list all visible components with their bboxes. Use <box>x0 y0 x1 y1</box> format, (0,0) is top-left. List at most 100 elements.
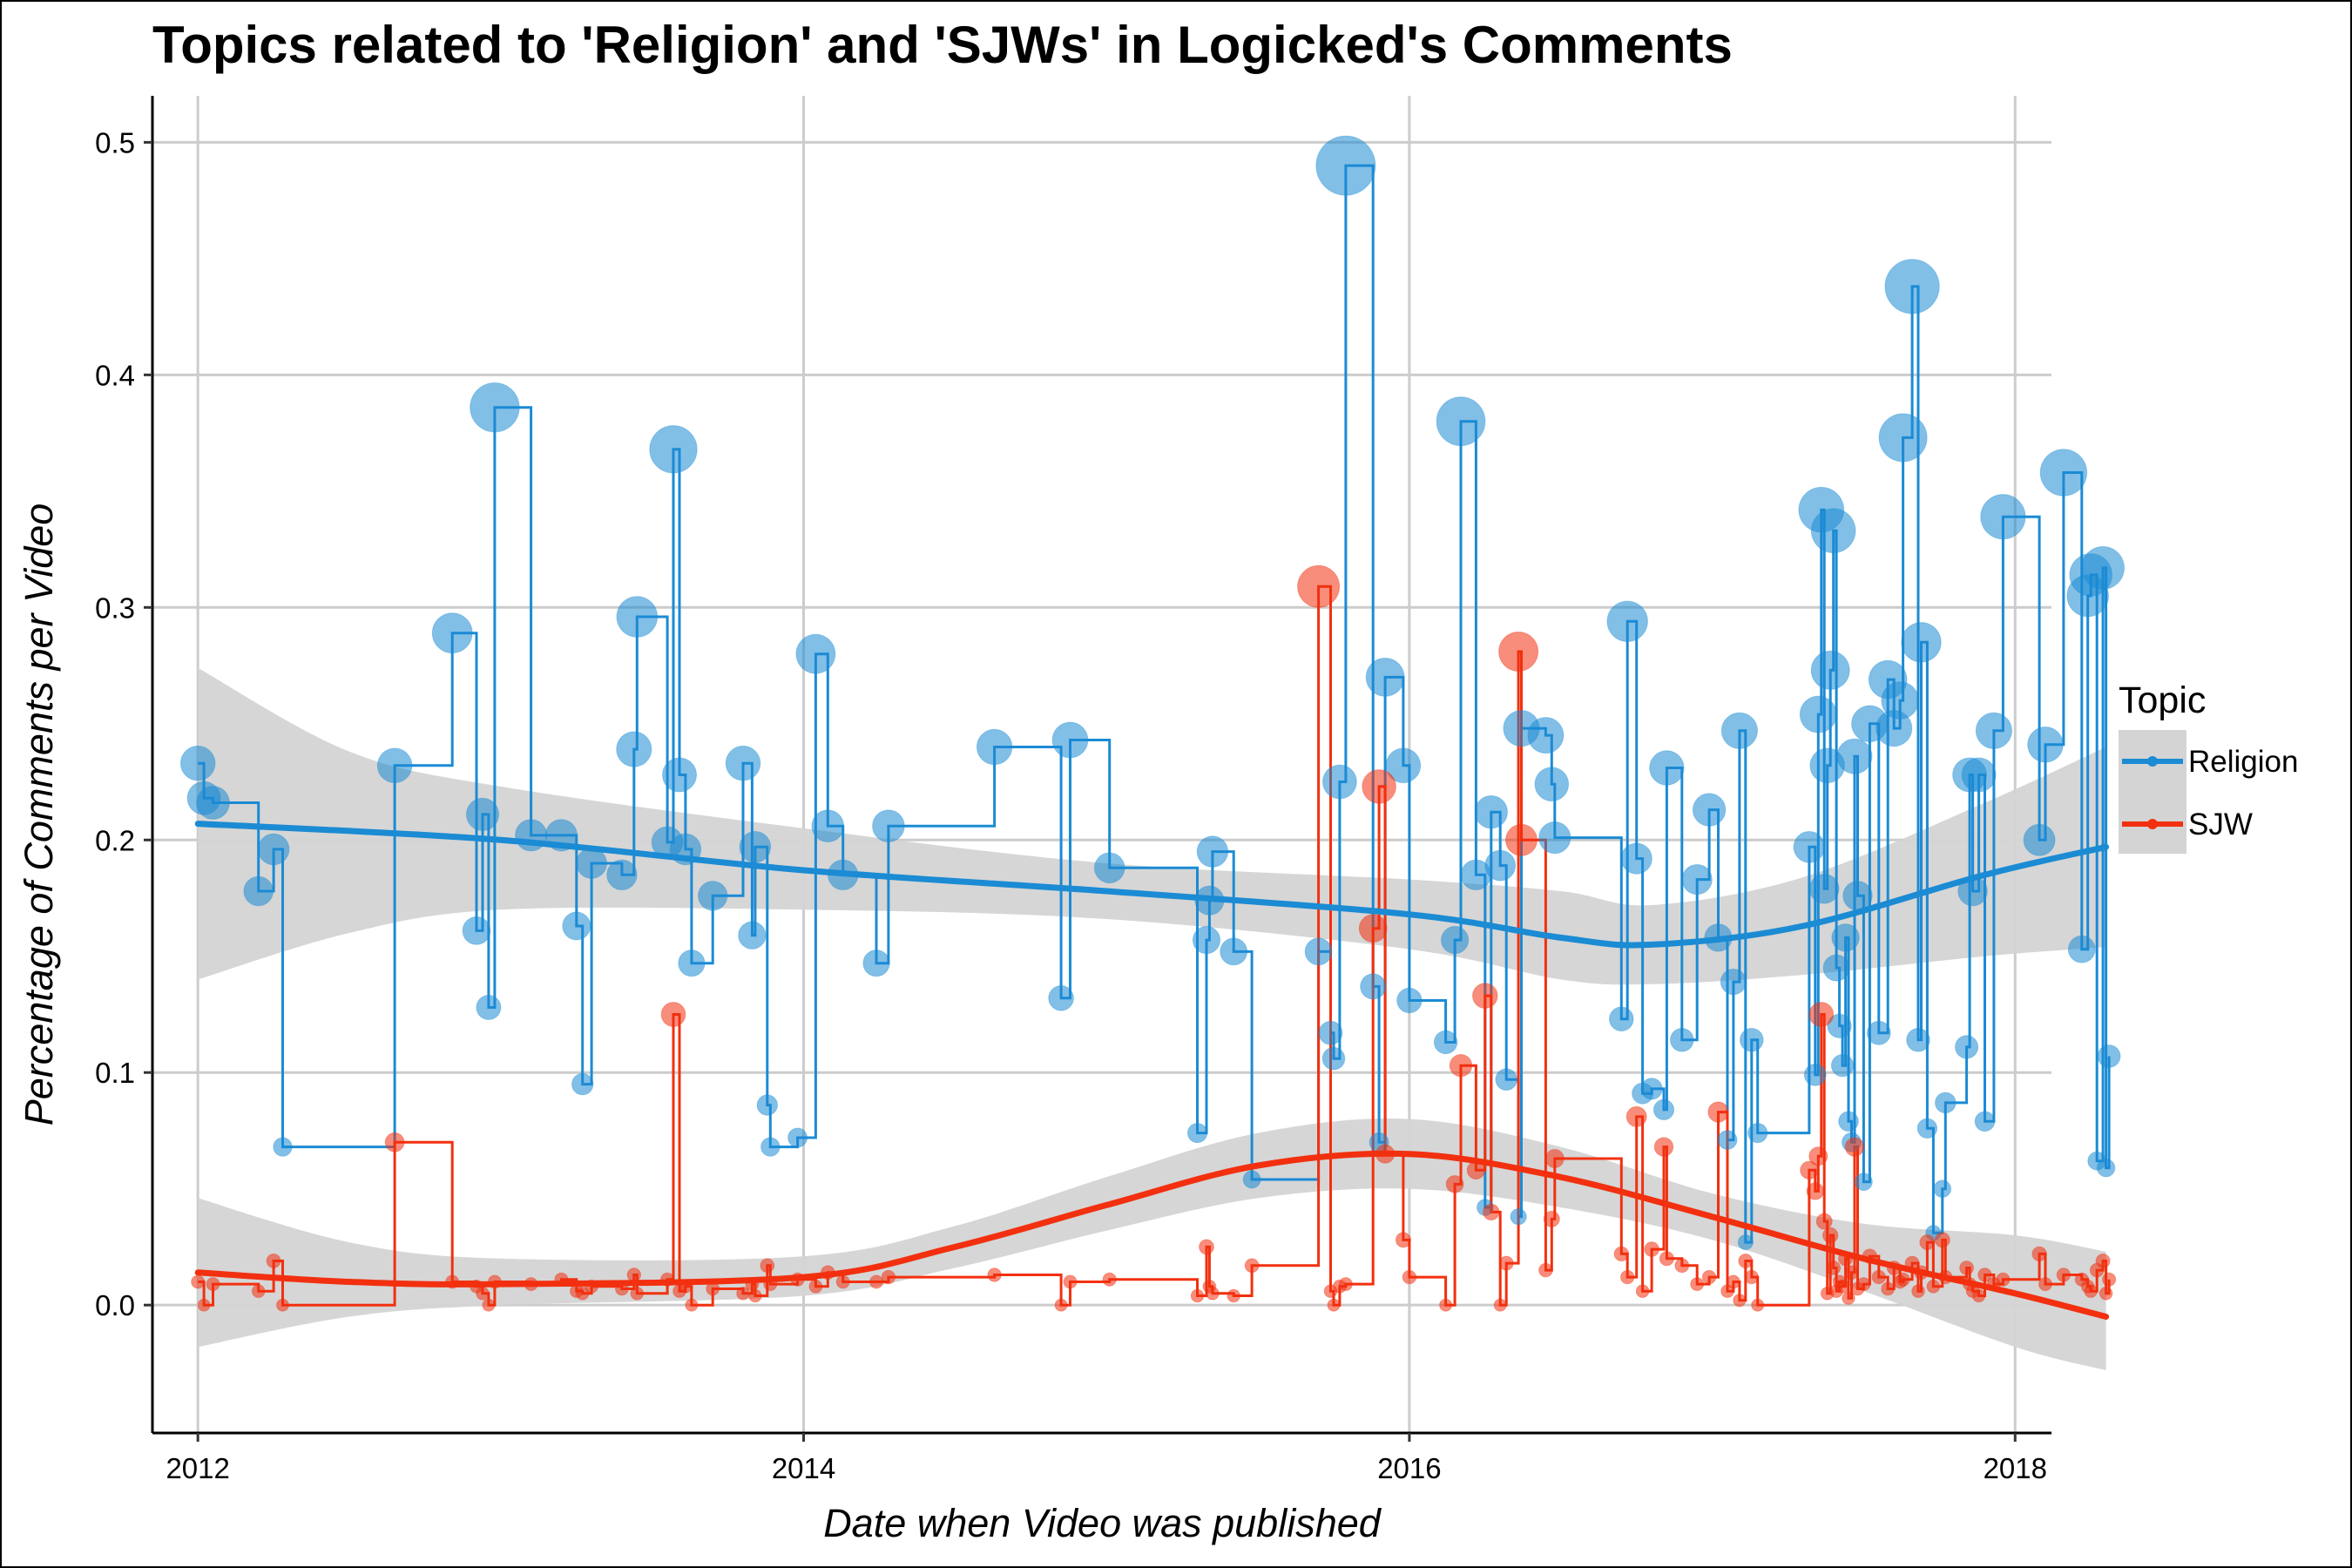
sjw-point-62 <box>1483 1203 1500 1221</box>
religion-point-45 <box>1220 937 1248 966</box>
religion-point-86 <box>1747 1123 1768 1144</box>
sjw-point-77 <box>1674 1258 1690 1274</box>
religion-point-125 <box>2027 727 2064 763</box>
sjw-point-66 <box>1505 823 1538 856</box>
sjw-point-115 <box>1934 1232 1950 1248</box>
tick-labels: 0.0 0.1 0.2 0.3 0.4 0.5 2012 2014 2016 2018 <box>95 126 2047 1484</box>
sjw-point-73 <box>1635 1284 1650 1298</box>
religion-point-68 <box>1534 767 1570 802</box>
religion-point-108 <box>1881 681 1919 720</box>
religion-point-31 <box>787 1127 808 1148</box>
sjw-point-21 <box>660 1002 686 1027</box>
religion-point-29 <box>756 1094 778 1116</box>
religion-point-19 <box>616 596 659 638</box>
religion-point-102 <box>1842 881 1873 911</box>
sjw-point-123 <box>1996 1272 2011 1287</box>
sjw-point-69 <box>1544 1149 1565 1168</box>
sjw-point-10 <box>482 1298 496 1312</box>
sjw-point-9 <box>476 1287 490 1301</box>
religion-point-0 <box>179 745 216 781</box>
x-tick-label-3: 2018 <box>1984 1452 2047 1484</box>
religion-point-76 <box>1649 750 1685 786</box>
religion-point-99 <box>1838 1111 1859 1132</box>
religion-point-89 <box>1799 695 1837 733</box>
sjw-point-109 <box>1896 1272 1910 1287</box>
sjw-point-124 <box>2031 1246 2047 1262</box>
religion-point-77 <box>1670 1028 1694 1052</box>
sjw-point-41 <box>1190 1288 1205 1303</box>
sjw-point-97 <box>1835 1279 1850 1294</box>
religion-point-59 <box>1436 396 1486 447</box>
religion-point-123 <box>1980 494 2026 540</box>
sjw-point-37 <box>987 1267 1002 1282</box>
religion-point-81 <box>1717 1130 1738 1150</box>
sjw-point-71 <box>1620 1269 1635 1285</box>
religion-point-113 <box>1916 1118 1938 1139</box>
sjw-point-131 <box>2095 1254 2111 1268</box>
sjw-point-129 <box>2084 1284 2098 1298</box>
sjw-point-133 <box>2102 1272 2117 1287</box>
sjw-point-32 <box>808 1279 823 1294</box>
sjw-point-6 <box>384 1132 405 1152</box>
sjw-point-47 <box>1297 564 1341 608</box>
religion-point-58 <box>1441 926 1470 955</box>
sjw-point-100 <box>1844 1265 1859 1281</box>
religion-point-93 <box>1810 650 1850 690</box>
religion-point-111 <box>1906 1028 1930 1052</box>
religion-point-52 <box>1360 973 1387 1000</box>
sjw-point-120 <box>1971 1288 1986 1303</box>
religion-point-3 <box>243 875 274 907</box>
sjw-trend-line <box>194 1150 2110 1320</box>
religion-point-44 <box>1196 835 1229 868</box>
sjw-point-63 <box>1493 1298 1507 1312</box>
religion-point-65 <box>1510 1208 1527 1226</box>
religion-point-39 <box>1051 721 1089 759</box>
religion-point-55 <box>1385 747 1422 784</box>
sjw-point-55 <box>1395 1232 1411 1248</box>
religion-point-15 <box>571 1072 594 1096</box>
religion-point-74 <box>1640 1078 1663 1100</box>
religion-point-7 <box>431 612 473 654</box>
sjw-point-111 <box>1911 1284 1925 1298</box>
sjw-point-51 <box>1338 1277 1353 1292</box>
religion-point-54 <box>1365 658 1405 697</box>
sjw-point-80 <box>1707 1101 1729 1123</box>
sjw-point-90 <box>1808 1002 1835 1027</box>
trend-lines <box>194 821 2110 1320</box>
y-axis-title: Percentage of Comments per Video <box>17 504 61 1126</box>
confidence-bands <box>198 667 2106 1370</box>
sjw-point-75 <box>1653 1137 1674 1157</box>
religion-point-103 <box>1855 1173 1873 1192</box>
sjw-point-74 <box>1644 1241 1659 1257</box>
religion-point-69 <box>1538 821 1571 855</box>
sjw-point-42 <box>1199 1239 1214 1255</box>
sjw-point-52 <box>1358 914 1388 943</box>
sjw-point-15 <box>575 1287 590 1301</box>
religion-point-84 <box>1737 1234 1754 1251</box>
religion-point-14 <box>562 911 591 941</box>
sjw-point-126 <box>2056 1267 2072 1282</box>
sjw-point-28 <box>748 1288 762 1303</box>
religion-point-116 <box>1935 1092 1957 1114</box>
sjw-point-83 <box>1733 1294 1747 1308</box>
religion-point-83 <box>1720 712 1759 749</box>
sjw-point-113 <box>1919 1234 1936 1251</box>
religion-point-67 <box>1527 717 1565 754</box>
religion-point-4 <box>257 833 290 866</box>
sjw-point-93 <box>1822 1227 1839 1244</box>
religion-point-78 <box>1681 864 1713 896</box>
religion-point-62 <box>1474 795 1509 829</box>
sjw-point-105 <box>1871 1269 1887 1285</box>
sjw-point-89 <box>1808 1146 1828 1166</box>
sjw-point-59 <box>1449 1054 1473 1078</box>
sjw-point-49 <box>1327 1298 1341 1312</box>
religion-point-71 <box>1606 600 1648 642</box>
sjw-point-64 <box>1498 1255 1514 1271</box>
sjw-point-86 <box>1751 1298 1765 1312</box>
religion-point-121 <box>1974 1111 1996 1132</box>
religion-point-16 <box>576 848 607 879</box>
sjw-point-40 <box>1102 1272 1117 1287</box>
religion-point-124 <box>2023 823 2056 856</box>
sjw-point-94 <box>1826 1260 1842 1275</box>
sjw-point-78 <box>1690 1277 1705 1292</box>
